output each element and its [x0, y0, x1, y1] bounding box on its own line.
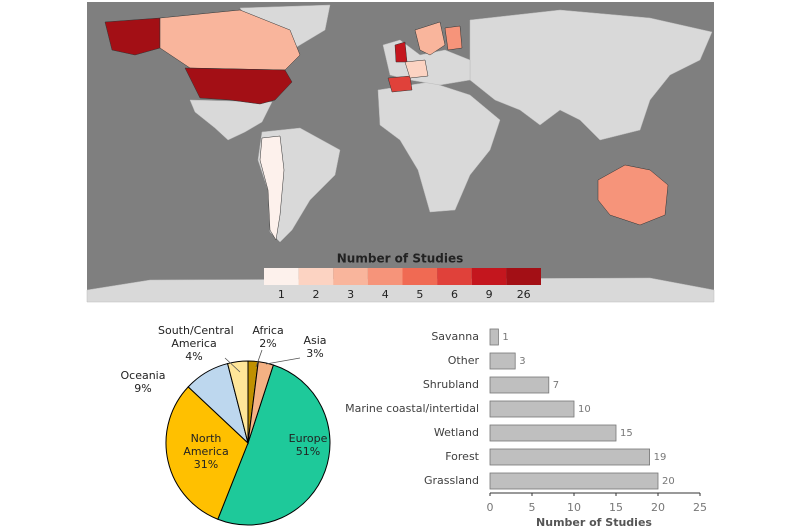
- legend-label: 1: [278, 288, 285, 301]
- pie-value: 31%: [193, 458, 219, 471]
- leader-line: [255, 349, 263, 368]
- bar: [489, 352, 516, 370]
- pie-value: 3%: [306, 347, 324, 360]
- pie-category: Europe: [288, 432, 328, 445]
- legend-swatch: [471, 268, 507, 285]
- x-tick-label: 5: [529, 501, 536, 514]
- pie-slice: [165, 386, 249, 520]
- country: [404, 59, 429, 79]
- pie-category: North America: [183, 432, 229, 458]
- y-tick-label: Forest: [445, 450, 479, 463]
- map: 1 2 3 4 5 6 9 26: [86, 2, 715, 303]
- legend-swatch: [367, 268, 403, 285]
- legend-label: 6: [451, 288, 458, 301]
- legend-label: 2: [312, 288, 319, 301]
- bar: [489, 376, 550, 394]
- country: [184, 67, 293, 105]
- legend-title: Number of Studies: [337, 252, 463, 266]
- y-tick-label: Marine coastal/intertidal: [345, 402, 479, 415]
- pie-value: 2%: [259, 337, 277, 350]
- country: [259, 135, 285, 241]
- bar-chart: 0 5 10 15 20 25 Savanna 1 Other 3 Shrubland 7 Marine…: [345, 328, 707, 514]
- bar: [489, 448, 651, 466]
- leader-line: [224, 357, 241, 373]
- legend-label: 9: [486, 288, 493, 301]
- pie-category: South/Central America: [158, 324, 234, 350]
- pie-label: Oceania 9%: [118, 369, 168, 395]
- country: [444, 25, 463, 51]
- bar: [489, 424, 617, 442]
- data-label: 19: [654, 452, 667, 463]
- legend-label: 3: [347, 288, 354, 301]
- legend-label: 26: [517, 288, 531, 301]
- y-tick-label: Savanna: [431, 330, 479, 343]
- land: [377, 81, 501, 213]
- country: [394, 41, 408, 63]
- legend-swatch: [264, 268, 299, 285]
- data-label: 15: [620, 428, 633, 439]
- pie-value: 51%: [295, 445, 321, 458]
- pie-slice: [217, 364, 331, 526]
- legend-label: 4: [382, 288, 389, 301]
- pie-label: Asia 3%: [300, 334, 330, 360]
- x-tick-label: 15: [609, 501, 623, 514]
- pie-label: Europe 51%: [283, 432, 333, 458]
- country: [414, 21, 446, 56]
- pie-value: 9%: [134, 382, 152, 395]
- pie-category: Africa: [252, 324, 284, 337]
- pie-label: South/Central America 4%: [158, 324, 234, 363]
- y-tick-label: Shrubland: [423, 378, 479, 391]
- legend-swatch: [402, 268, 438, 285]
- legend-swatch: [506, 268, 541, 285]
- bar: [489, 472, 659, 490]
- x-tick-label: 20: [651, 501, 665, 514]
- land: [469, 9, 713, 141]
- data-label: 10: [578, 404, 591, 415]
- pie-label: Africa 2%: [248, 324, 288, 350]
- legend-label: 5: [416, 288, 423, 301]
- leader-line: [265, 357, 301, 365]
- data-label: 3: [519, 356, 525, 367]
- pie-value: 4%: [185, 350, 203, 363]
- x-axis-title: Number of Studies: [536, 516, 652, 529]
- pie-chart: [165, 360, 331, 526]
- country: [159, 9, 301, 71]
- data-label: 7: [553, 380, 559, 391]
- bar: [489, 400, 575, 418]
- land: [189, 99, 273, 141]
- pie-category: Oceania: [120, 369, 166, 382]
- leader-lines: [224, 349, 301, 373]
- x-tick-label: 25: [693, 501, 707, 514]
- legend-swatch: [437, 268, 472, 285]
- country: [104, 17, 161, 56]
- x-tick-label: 0: [487, 501, 494, 514]
- country: [597, 164, 669, 226]
- y-tick-label: Wetland: [434, 426, 479, 439]
- y-tick-label: Other: [448, 354, 480, 367]
- x-tick-label: 10: [567, 501, 581, 514]
- y-tick-label: Grassland: [424, 474, 479, 487]
- data-label: 20: [662, 476, 675, 487]
- data-label: 1: [502, 332, 508, 343]
- legend-swatch: [298, 268, 334, 285]
- country: [387, 75, 413, 93]
- legend-swatch: [333, 268, 368, 285]
- pie-category: Asia: [303, 334, 327, 347]
- land: [86, 277, 715, 303]
- pie-label: North America 31%: [178, 432, 234, 471]
- bar: [489, 328, 499, 346]
